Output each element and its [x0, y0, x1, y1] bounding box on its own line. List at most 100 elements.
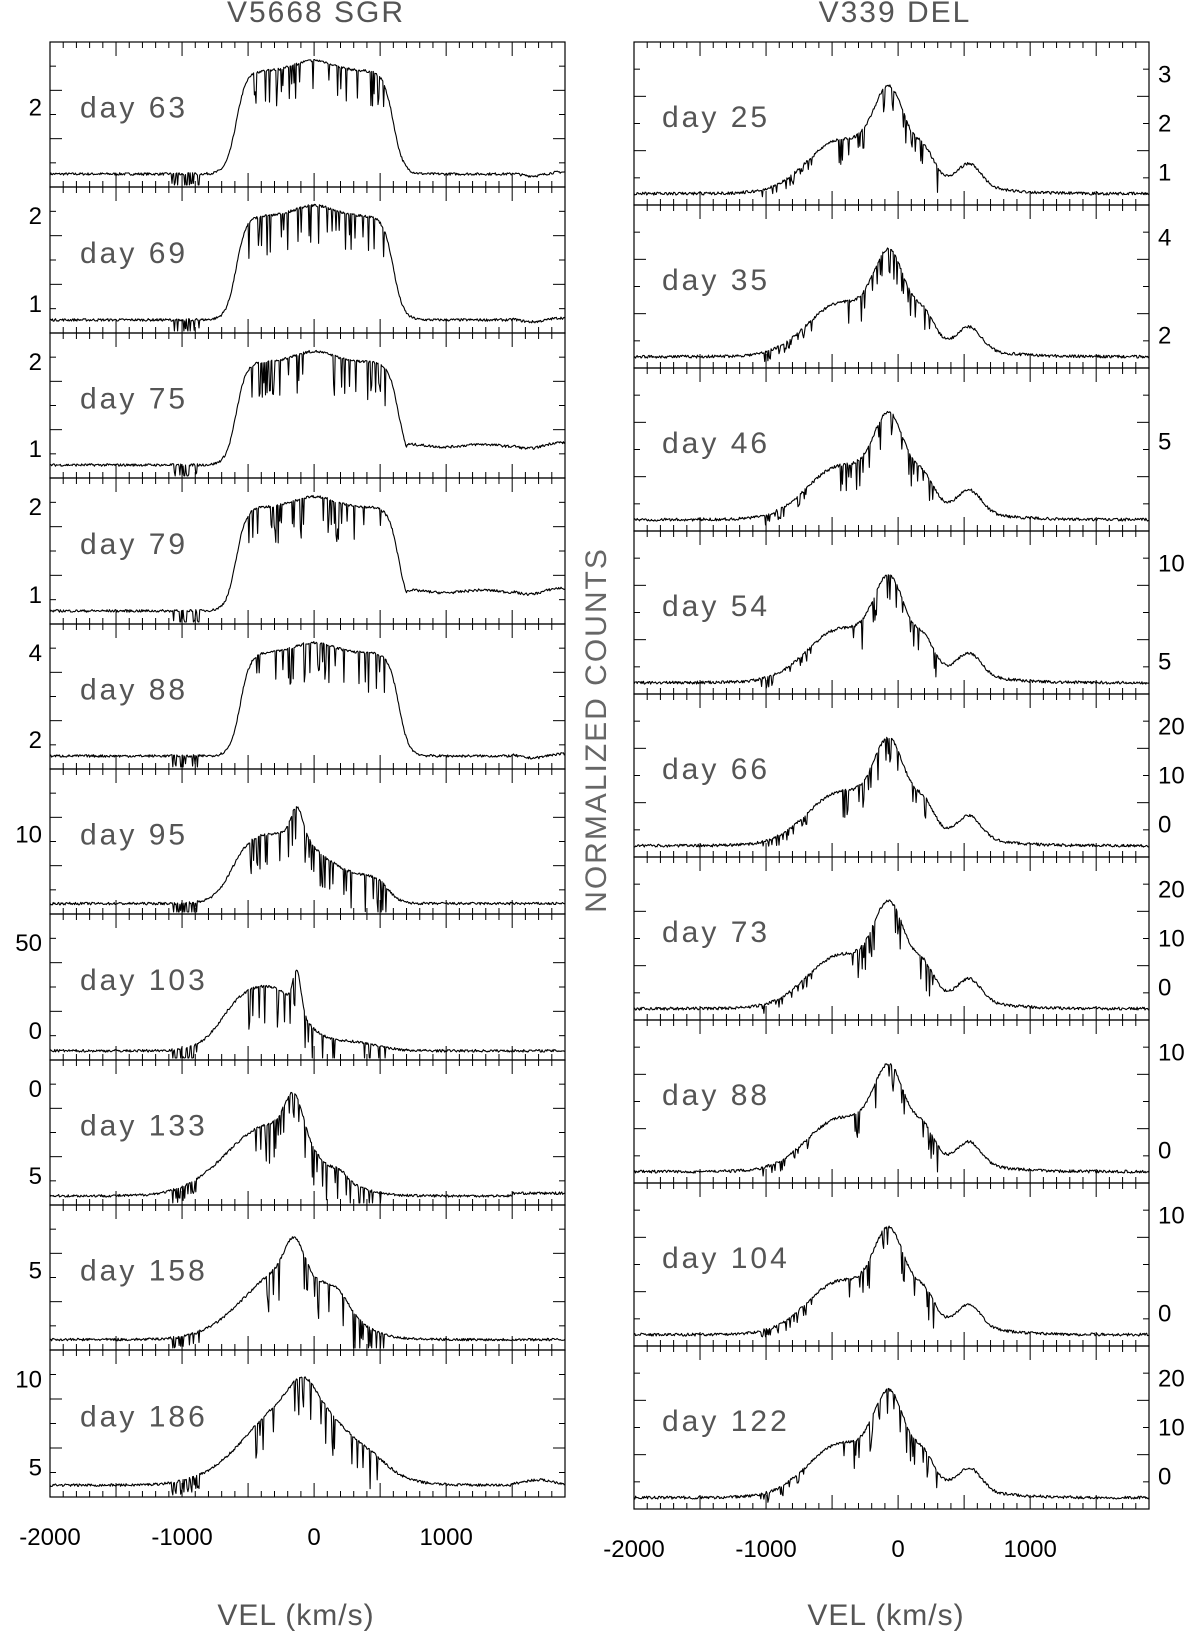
y-tick-label: 5	[1158, 428, 1171, 455]
y-tick-label: 2	[29, 494, 42, 521]
y-tick-label: 5	[29, 1257, 42, 1284]
y-tick-label: 10	[1158, 1040, 1185, 1067]
y-tick-label: 0	[1158, 811, 1171, 838]
spectrum-line	[49, 494, 566, 623]
y-tick-label: 2	[29, 203, 42, 230]
spectrum-panel: day 88 4 2	[29, 623, 566, 770]
y-tick-label: 0	[1158, 1463, 1171, 1490]
x-tick-label: -2000	[19, 1524, 80, 1551]
spectrum-panel: day 63 2	[29, 41, 566, 188]
y-tick-label: 2	[29, 94, 42, 121]
spectrum-panel: day 79 2 1	[29, 477, 566, 625]
panel-day-label: day 46	[662, 427, 770, 460]
y-tick-label: 0	[29, 1076, 42, 1103]
left-chart-title: V5668 SGR	[227, 0, 405, 29]
spectrum-panel: day 73 20 10 0	[633, 856, 1185, 1021]
y-tick-label: 10	[15, 1366, 42, 1393]
spectrum-line	[633, 410, 1150, 526]
spectrum-panel: day 88 10 0	[633, 1019, 1185, 1184]
spectrum-line	[633, 574, 1150, 689]
y-tick-label: 2	[1158, 111, 1171, 138]
spectrum-line	[633, 1387, 1150, 1503]
right-spectra-stack: day 25 3 2 1 day 35 4 2 day 46 5 day 54 10 5 day 66 2…	[603, 41, 1185, 1563]
right-x-axis-label: VEL (km/s)	[807, 1599, 964, 1632]
y-tick-label: 1	[29, 436, 42, 463]
y-tick-label: 2	[1158, 322, 1171, 349]
y-tick-label: 10	[1158, 1415, 1185, 1442]
y-tick-label: 5	[1158, 648, 1171, 675]
spectrum-panel: day 122 20 10 0	[633, 1345, 1185, 1510]
y-tick-label: 20	[1158, 1366, 1185, 1393]
spectrum-panel: day 158 5	[29, 1204, 566, 1351]
y-tick-label: 1	[29, 291, 42, 318]
spectrum-line	[634, 736, 1149, 848]
spectrum-panel: day 103 50 0	[15, 913, 566, 1061]
spectrum-line	[49, 1236, 566, 1349]
panel-day-label: day 122	[662, 1405, 790, 1438]
panel-day-label: day 75	[80, 382, 188, 415]
x-tick-label: -1000	[151, 1524, 212, 1551]
spectrum-panel: day 46 5	[633, 367, 1171, 532]
panel-day-label: day 69	[80, 237, 188, 270]
panel-day-label: day 35	[662, 264, 770, 297]
right-chart-title: V339 DEL	[819, 0, 972, 29]
y-tick-label: 20	[1158, 714, 1185, 741]
spectrum-panel: day 133 0 5	[29, 1059, 566, 1206]
x-tick-label: 0	[891, 1536, 904, 1563]
spectrum-panel: day 25 3 2 1	[633, 41, 1171, 206]
spectrum-line	[633, 899, 1150, 1014]
left-x-axis-label: VEL (km/s)	[217, 1599, 374, 1632]
x-tick-label: 0	[307, 1524, 320, 1551]
y-tick-label: 0	[29, 1018, 42, 1045]
y-tick-label: 1	[1158, 159, 1171, 186]
y-axis-label: NORMALIZED COUNTS	[580, 547, 613, 913]
panel-day-label: day 54	[662, 590, 770, 623]
y-tick-label: 5	[29, 1455, 42, 1482]
panel-day-label: day 133	[80, 1109, 208, 1142]
y-tick-label: 3	[1158, 62, 1171, 89]
spectrum-panel: day 95 10	[15, 768, 566, 915]
panel-day-label: day 95	[80, 818, 188, 851]
x-tick-label: 1000	[1003, 1536, 1056, 1563]
y-tick-label: 0	[1158, 974, 1171, 1001]
y-tick-label: 10	[15, 821, 42, 848]
y-tick-label: 10	[1158, 763, 1185, 790]
spectrum-line	[49, 641, 566, 768]
spectrum-line	[49, 1376, 566, 1496]
panel-day-label: day 158	[80, 1254, 208, 1287]
y-tick-label: 1	[29, 582, 42, 609]
y-tick-label: 4	[1158, 225, 1171, 252]
y-tick-label: 5	[29, 1163, 42, 1190]
y-tick-label: 0	[1158, 1137, 1171, 1164]
x-tick-label: -1000	[735, 1536, 796, 1563]
spectrum-panel: day 75 2 1	[29, 332, 566, 479]
spectrum-line	[633, 84, 1150, 198]
spectrum-panel: day 35 4 2	[633, 204, 1171, 369]
panel-day-label: day 66	[662, 753, 770, 786]
y-tick-label: 2	[29, 727, 42, 754]
panel-day-label: day 73	[662, 916, 770, 949]
panel-day-label: day 104	[662, 1242, 790, 1275]
panel-day-label: day 79	[80, 528, 188, 561]
spectrum-panel: day 104 10 0	[633, 1182, 1185, 1347]
panel-day-label: day 25	[662, 101, 770, 134]
spectrum-panel: day 186 10 5	[15, 1349, 566, 1498]
spectrum-line	[49, 203, 566, 332]
y-tick-label: 2	[29, 349, 42, 376]
x-tick-label: 1000	[419, 1524, 472, 1551]
y-tick-label: 4	[29, 640, 42, 667]
y-tick-label: 50	[15, 930, 42, 957]
y-tick-label: 0	[1158, 1300, 1171, 1327]
x-tick-label: -2000	[603, 1536, 664, 1563]
spectrum-line	[49, 58, 565, 186]
spectrum-line	[633, 1063, 1150, 1177]
y-tick-label: 10	[1158, 926, 1185, 953]
panel-day-label: day 103	[80, 964, 208, 997]
spectrum-line	[49, 969, 566, 1059]
spectrum-panel: day 54 10 5	[633, 530, 1185, 695]
y-tick-label: 20	[1158, 877, 1185, 904]
spectrum-line	[49, 806, 566, 913]
spectrum-panel: day 69 2 1	[29, 186, 566, 334]
